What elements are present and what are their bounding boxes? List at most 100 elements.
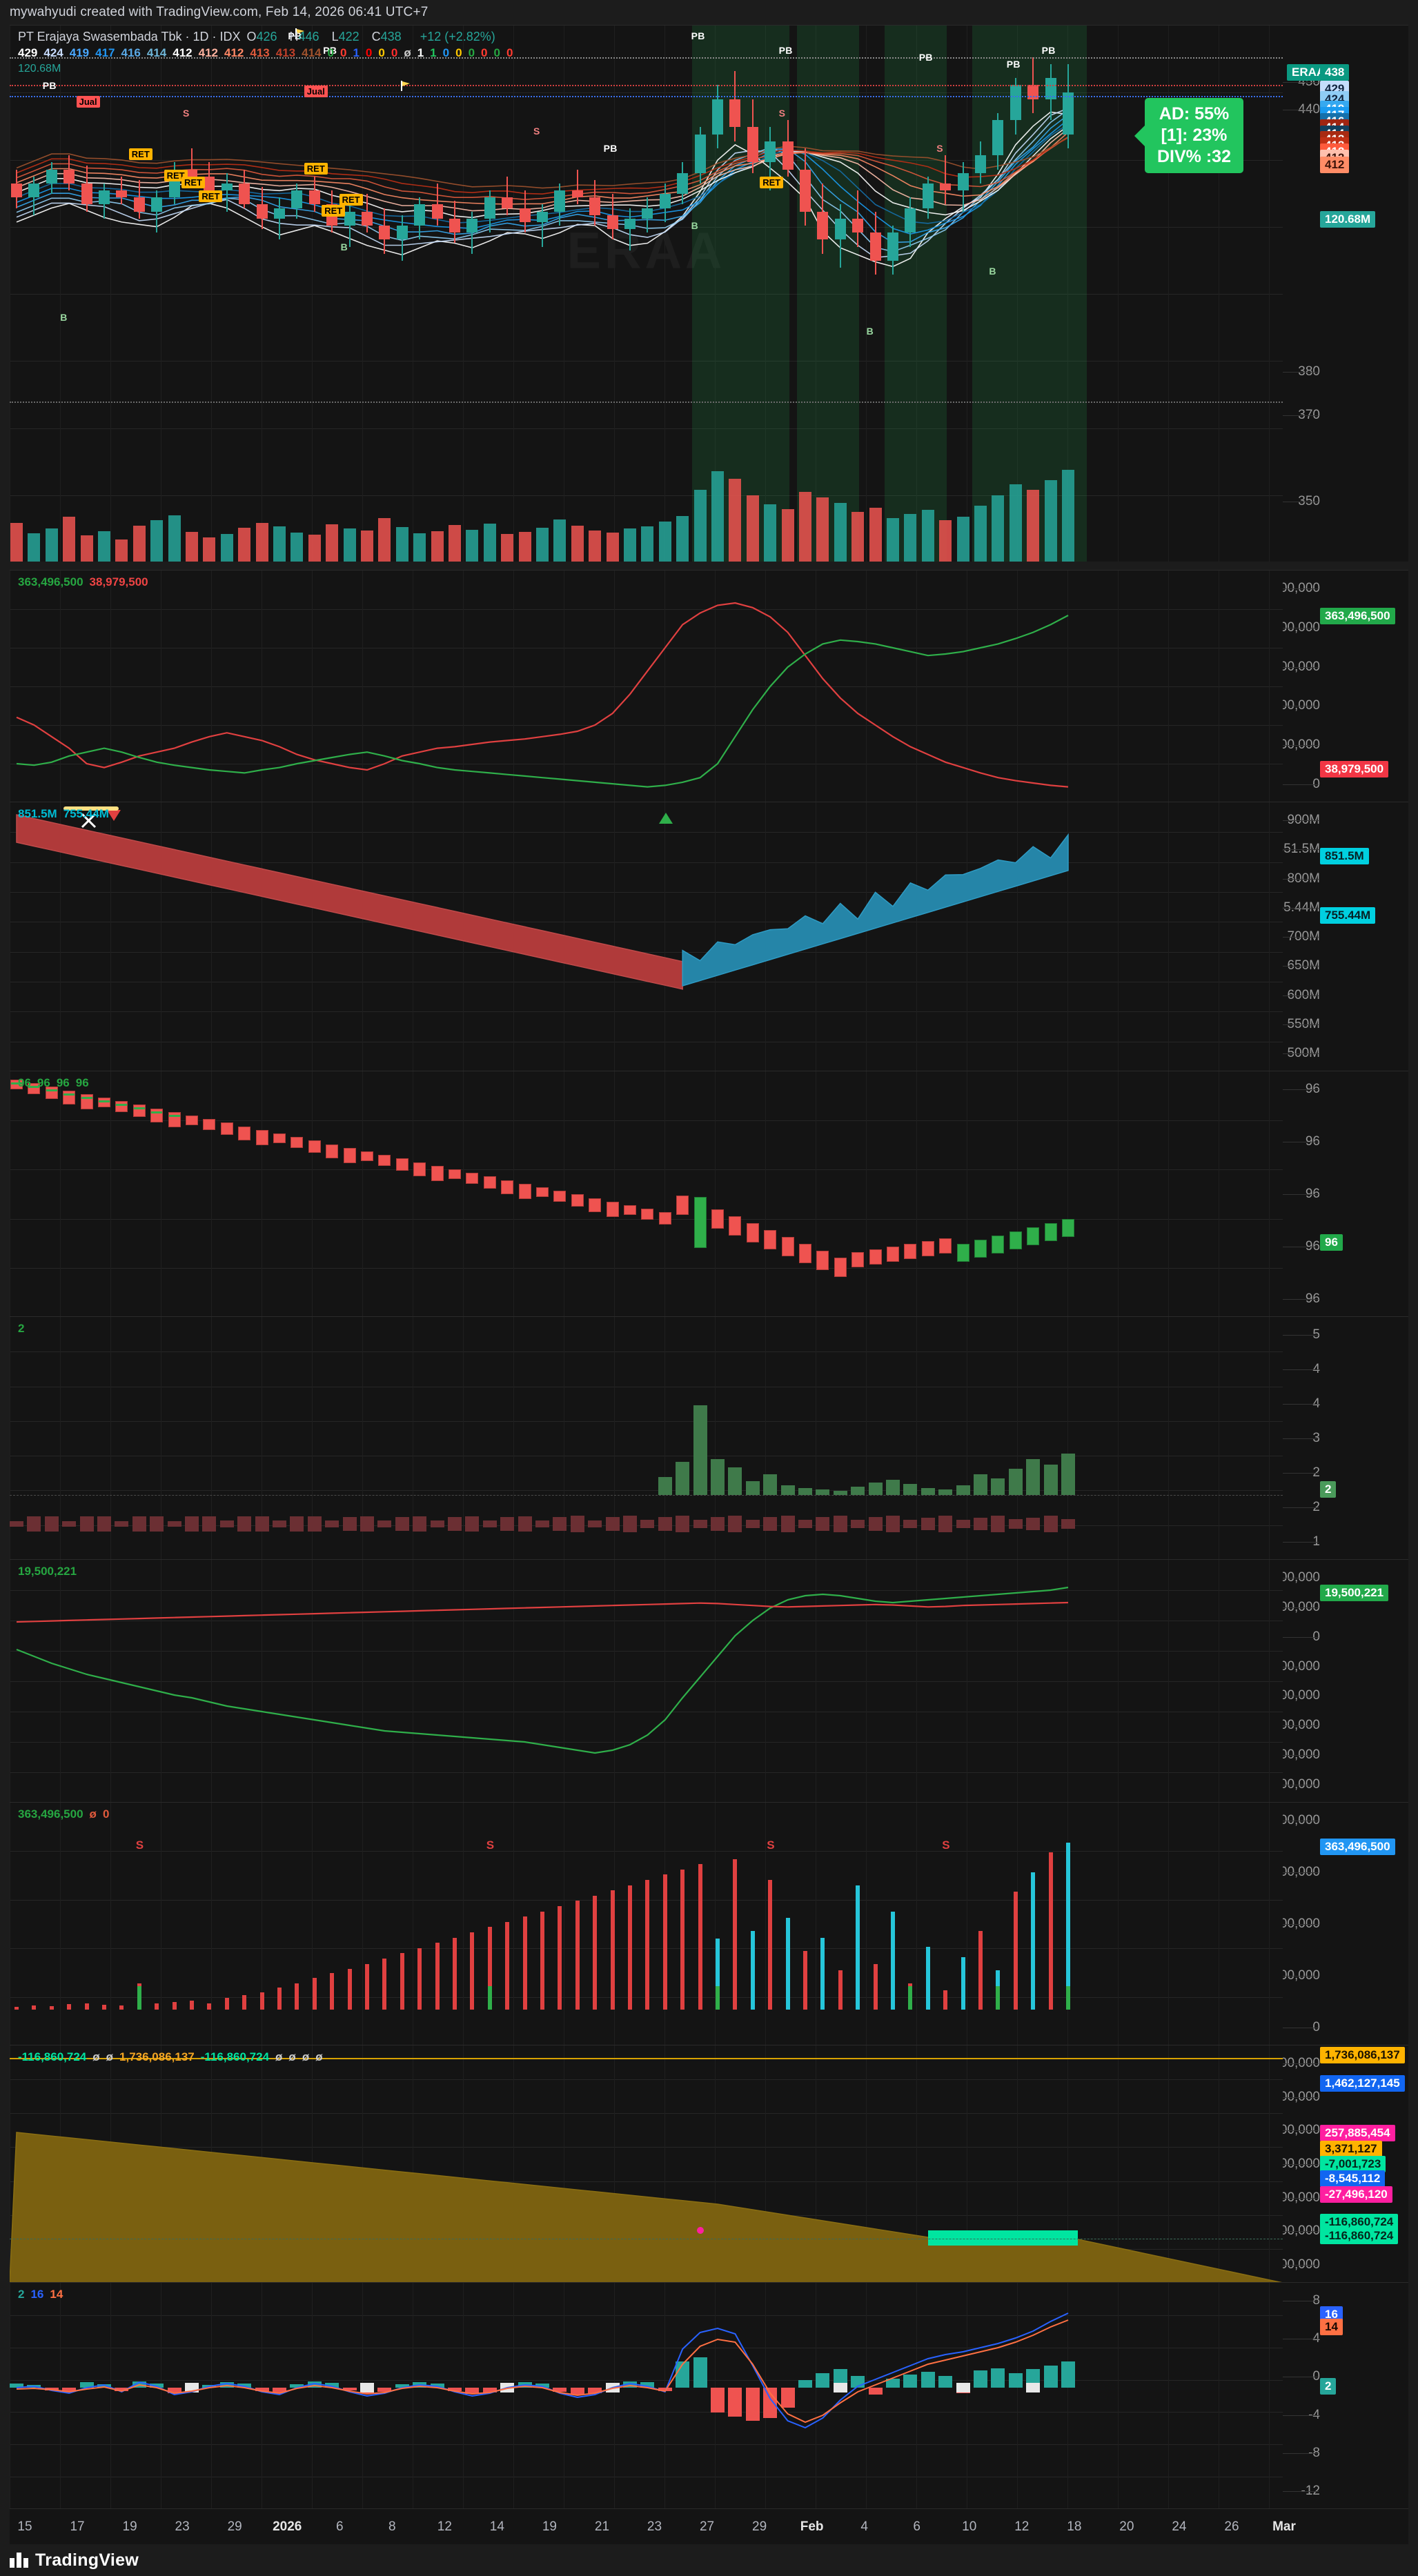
candle-body[interactable]: [852, 218, 864, 233]
candle-body[interactable]: [63, 169, 75, 184]
foreign-flow-scale[interactable]: 500,000,000 400,000,000 300,000,000 200,000…: [1283, 571, 1408, 802]
time-tick[interactable]: 18: [1067, 2519, 1082, 2534]
pane-big-money[interactable]: 1,500,000,000 1,250,000,000 1,000,000,000 7…: [10, 2045, 1408, 2282]
candle-body[interactable]: [256, 204, 268, 219]
candle-body[interactable]: [817, 211, 829, 240]
volume-spikes-scale[interactable]: 400,000,000 300,000,000 200,000,000 100,000…: [1283, 1803, 1408, 2045]
time-tick[interactable]: 19: [122, 2519, 137, 2534]
candle-body[interactable]: [975, 155, 986, 173]
candle-body[interactable]: [782, 141, 794, 170]
candle-body[interactable]: [869, 232, 881, 261]
price-label[interactable]: 1,736,086,137: [1320, 2047, 1405, 2063]
candle-body[interactable]: [694, 134, 706, 173]
pane-volume-spikes[interactable]: S S S S 400,000,000 300,000,000 200,000,000 10…: [10, 1802, 1408, 2045]
price-label[interactable]: 438: [1320, 64, 1350, 81]
pane-price[interactable]: ERAA PBPBPBPBPBPBPBPBPBPBPBBBBBBSSSSJual…: [10, 25, 1408, 562]
time-tick[interactable]: Feb: [800, 2519, 824, 2534]
candle-body[interactable]: [362, 211, 373, 226]
price-label[interactable]: -8,545,112: [1320, 2170, 1386, 2187]
time-tick[interactable]: 10: [962, 2519, 977, 2534]
candle-body[interactable]: [379, 226, 391, 240]
net-flow-scale[interactable]: 30,000,000 10,000,000 0 -10,000,000 -20,000,…: [1283, 1560, 1408, 1802]
price-scale[interactable]: 450440380370350ERAA438429424419417416414…: [1283, 26, 1408, 562]
candle-body[interactable]: [46, 169, 57, 184]
candle-body[interactable]: [466, 218, 478, 233]
big-money-plot[interactable]: [10, 2045, 1283, 2282]
time-tick[interactable]: 23: [175, 2519, 190, 2534]
candle-body[interactable]: [624, 218, 636, 230]
time-tick[interactable]: 17: [70, 2519, 85, 2534]
candle-body[interactable]: [449, 218, 460, 233]
candle-body[interactable]: [554, 190, 566, 212]
candle-body[interactable]: [99, 190, 110, 205]
price-label[interactable]: -7,001,723: [1320, 2156, 1386, 2172]
candle-body[interactable]: [28, 183, 40, 198]
price-label[interactable]: 2: [1320, 2378, 1337, 2395]
renko-box-scale[interactable]: 96 96 96 96 96 96: [1283, 1071, 1408, 1316]
foreign-flow-plot[interactable]: [10, 571, 1283, 802]
candle-body[interactable]: [589, 197, 601, 215]
candle-body[interactable]: [677, 172, 689, 195]
candle-body[interactable]: [957, 172, 969, 191]
candle-body[interactable]: [571, 190, 583, 198]
price-label[interactable]: 96: [1320, 1234, 1343, 1251]
candle-body[interactable]: [133, 197, 145, 212]
time-tick[interactable]: 26: [1224, 2519, 1239, 2534]
pane-foreign-flow[interactable]: 500,000,000 400,000,000 300,000,000 200,000…: [10, 570, 1408, 802]
candle-body[interactable]: [537, 211, 548, 222]
candle-body[interactable]: [1045, 78, 1056, 99]
price-label[interactable]: 38,979,500: [1320, 761, 1389, 777]
candle-body[interactable]: [431, 204, 443, 219]
time-tick[interactable]: 24: [1172, 2519, 1187, 2534]
candle-body[interactable]: [800, 169, 811, 212]
time-tick[interactable]: 8: [388, 2519, 396, 2534]
candle-body[interactable]: [834, 218, 846, 240]
price-label[interactable]: 363,496,500: [1320, 1839, 1395, 1855]
candle-body[interactable]: [712, 99, 723, 135]
time-tick[interactable]: 21: [594, 2519, 610, 2534]
price-label[interactable]: 120.68M: [1320, 211, 1376, 228]
time-tick[interactable]: 23: [647, 2519, 662, 2534]
candle-body[interactable]: [922, 183, 934, 208]
candle-body[interactable]: [1027, 85, 1039, 99]
time-tick[interactable]: 27: [699, 2519, 715, 2534]
pane-bar-count[interactable]: 54432212 2: [10, 1316, 1408, 1559]
price-label[interactable]: 412: [1320, 157, 1350, 173]
candle-body[interactable]: [502, 197, 513, 208]
price-label[interactable]: -27,496,120: [1320, 2186, 1392, 2203]
candle-body[interactable]: [186, 169, 197, 177]
accumulation-band-scale[interactable]: 900M851.5M800M755.44M700M650M600M550M500…: [1283, 802, 1408, 1071]
net-flow-plot[interactable]: [10, 1560, 1283, 1802]
time-tick[interactable]: 2026: [273, 2519, 302, 2534]
renko-box-plot[interactable]: [10, 1071, 1283, 1316]
price-label[interactable]: 2: [1320, 1481, 1337, 1498]
price-label[interactable]: 19,500,221: [1320, 1585, 1389, 1601]
time-tick[interactable]: Mar: [1272, 2519, 1296, 2534]
time-tick[interactable]: 29: [752, 2519, 767, 2534]
candle-body[interactable]: [344, 211, 355, 226]
candle-body[interactable]: [308, 190, 320, 205]
price-label[interactable]: 16: [1320, 2306, 1343, 2323]
candle-body[interactable]: [204, 176, 215, 191]
candle-body[interactable]: [729, 99, 741, 128]
time-tick[interactable]: 19: [542, 2519, 557, 2534]
candle-body[interactable]: [905, 208, 916, 233]
time-tick[interactable]: 6: [913, 2519, 920, 2534]
time-tick[interactable]: 14: [489, 2519, 504, 2534]
candle-body[interactable]: [116, 190, 128, 198]
candle-body[interactable]: [1063, 92, 1074, 135]
pane-accumulation-band[interactable]: 900M851.5M800M755.44M700M650M600M550M500…: [10, 802, 1408, 1071]
chart-area[interactable]: ERAA PBPBPBPBPBPBPBPBPBPBPBBBBBBSSSSJual…: [10, 25, 1408, 2508]
candle-body[interactable]: [1010, 85, 1021, 121]
candle-body[interactable]: [607, 215, 618, 230]
big-money-scale[interactable]: 1,500,000,000 1,250,000,000 1,000,000,000 7…: [1283, 2045, 1408, 2282]
time-tick[interactable]: 29: [227, 2519, 242, 2534]
price-plot[interactable]: ERAA PBPBPBPBPBPBPBPBPBPBPBBBBBBSSSSJual…: [10, 26, 1283, 562]
candle-body[interactable]: [642, 208, 653, 219]
candle-body[interactable]: [414, 204, 426, 226]
price-label[interactable]: 851.5M: [1320, 848, 1369, 864]
candle-body[interactable]: [396, 226, 408, 240]
